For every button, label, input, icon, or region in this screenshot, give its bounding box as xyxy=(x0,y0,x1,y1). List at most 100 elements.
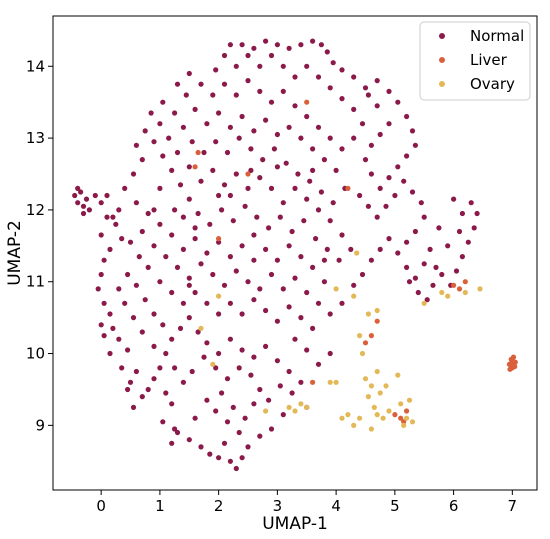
point-normal-117 xyxy=(127,239,134,245)
point-normal-42 xyxy=(198,444,204,450)
point-normal-231 xyxy=(233,92,239,98)
point-normal-84 xyxy=(227,336,233,342)
point-normal-232 xyxy=(245,78,251,84)
point-normal-5 xyxy=(86,207,92,213)
point-liver-23 xyxy=(195,149,201,156)
point-normal-93 xyxy=(266,397,272,403)
point-ovary-37 xyxy=(198,325,204,331)
point-normal-233 xyxy=(257,88,263,94)
point-normal-192 xyxy=(166,135,172,141)
point-normal-37 xyxy=(172,426,178,432)
point-normal-56 xyxy=(242,415,248,421)
point-liver-16 xyxy=(362,340,369,346)
point-normal-36 xyxy=(160,419,166,425)
point-normal-120 xyxy=(163,254,169,260)
point-normal-72 xyxy=(116,286,122,292)
x-tick-label: 1 xyxy=(155,497,165,515)
point-liver-25 xyxy=(216,236,222,242)
point-normal-238 xyxy=(315,124,322,130)
point-normal-220 xyxy=(239,113,245,120)
point-normal-139 xyxy=(286,243,292,249)
point-ovary-40 xyxy=(354,250,360,256)
point-liver-22 xyxy=(304,99,310,105)
x-tick-label: 4 xyxy=(331,497,341,515)
point-liver-10 xyxy=(392,412,398,418)
point-normal-130 xyxy=(280,286,286,292)
point-normal-16 xyxy=(98,271,104,278)
point-liver-13 xyxy=(401,419,407,425)
point-ovary-24 xyxy=(286,404,292,410)
point-normal-295 xyxy=(421,214,427,220)
point-normal-32 xyxy=(151,376,157,382)
point-normal-172 xyxy=(301,218,307,224)
point-normal-66 xyxy=(172,365,178,371)
point-normal-108 xyxy=(227,300,233,306)
point-ovary-4 xyxy=(371,404,377,410)
point-normal-323 xyxy=(424,297,430,303)
point-normal-252 xyxy=(245,52,251,59)
point-liver-26 xyxy=(245,171,251,177)
point-normal-266 xyxy=(330,60,336,66)
point-ovary-26 xyxy=(357,333,363,339)
point-normal-41 xyxy=(192,415,198,421)
legend-marker-ovary xyxy=(439,81,445,87)
point-normal-136 xyxy=(321,279,327,285)
point-normal-185 xyxy=(245,185,251,191)
point-normal-151 xyxy=(145,210,151,217)
point-normal-31 xyxy=(145,386,151,393)
point-normal-1 xyxy=(75,200,81,206)
point-liver-6 xyxy=(512,363,518,370)
point-normal-209 xyxy=(318,189,324,195)
point-normal-95 xyxy=(268,426,275,432)
point-normal-300 xyxy=(377,246,383,252)
point-normal-152 xyxy=(133,200,139,206)
point-ovary-30 xyxy=(333,286,339,292)
point-liver-12 xyxy=(404,408,410,414)
point-normal-88 xyxy=(274,358,280,364)
point-normal-124 xyxy=(210,271,216,278)
point-normal-105 xyxy=(263,307,269,314)
point-normal-119 xyxy=(151,243,157,249)
point-normal-199 xyxy=(201,149,207,156)
point-normal-106 xyxy=(251,297,257,303)
legend: Normal Liver Ovary xyxy=(419,21,531,101)
point-normal-13 xyxy=(107,246,113,252)
point-normal-317 xyxy=(468,200,474,206)
legend-label-normal: Normal xyxy=(470,27,524,45)
point-normal-23 xyxy=(116,336,122,342)
point-ovary-38 xyxy=(263,408,269,414)
point-normal-132 xyxy=(304,289,310,296)
point-normal-189 xyxy=(198,178,204,184)
point-normal-52 xyxy=(213,408,219,414)
point-normal-24 xyxy=(107,350,113,357)
point-normal-122 xyxy=(186,275,192,281)
y-tick-label: 10 xyxy=(26,345,45,363)
point-normal-264 xyxy=(318,42,324,48)
point-normal-7 xyxy=(98,200,104,206)
point-normal-265 xyxy=(324,49,330,55)
point-ovary-32 xyxy=(401,422,407,428)
point-liver-21 xyxy=(345,185,351,191)
point-normal-121 xyxy=(174,264,181,270)
point-normal-329 xyxy=(192,225,198,231)
point-normal-244 xyxy=(339,96,345,102)
point-normal-175 xyxy=(336,257,342,263)
point-normal-34 xyxy=(163,390,169,396)
point-normal-217 xyxy=(274,131,280,138)
point-normal-228 xyxy=(198,81,204,87)
point-normal-168 xyxy=(254,214,260,220)
point-normal-94 xyxy=(280,412,286,418)
point-normal-303 xyxy=(351,282,357,288)
point-normal-48 xyxy=(239,455,245,461)
point-liver-17 xyxy=(451,282,457,288)
point-ovary-31 xyxy=(409,419,416,425)
point-normal-200 xyxy=(213,139,219,145)
points-layer xyxy=(72,38,518,472)
point-normal-280 xyxy=(368,171,374,177)
point-normal-96 xyxy=(257,433,263,439)
point-normal-178 xyxy=(327,218,333,224)
point-normal-206 xyxy=(283,160,289,166)
point-liver-5 xyxy=(507,366,513,372)
point-normal-127 xyxy=(245,279,251,285)
point-normal-249 xyxy=(280,63,286,69)
